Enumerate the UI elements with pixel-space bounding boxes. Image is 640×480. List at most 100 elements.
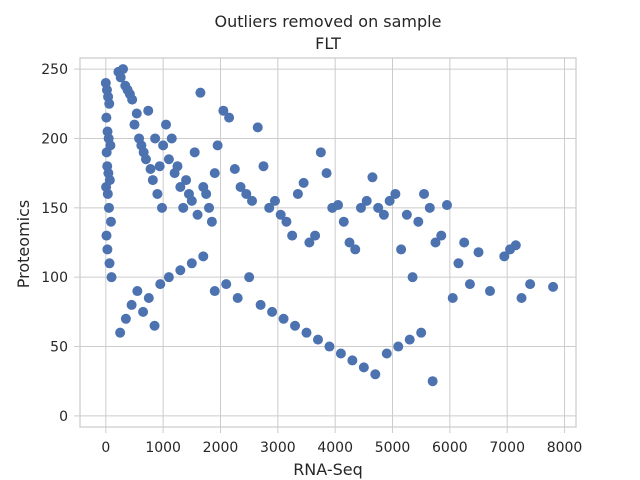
data-point bbox=[459, 237, 470, 248]
x-tick-label: 3000 bbox=[260, 440, 296, 456]
data-point bbox=[143, 292, 154, 303]
data-point bbox=[292, 188, 303, 199]
data-point bbox=[126, 299, 137, 310]
data-point bbox=[413, 216, 424, 227]
data-point bbox=[430, 237, 441, 248]
data-point bbox=[115, 327, 126, 338]
y-tick-label: 0 bbox=[59, 409, 68, 425]
data-point bbox=[247, 195, 258, 206]
data-point bbox=[115, 72, 126, 83]
data-point bbox=[367, 172, 378, 183]
data-point bbox=[129, 119, 140, 130]
data-point bbox=[104, 98, 115, 109]
data-point bbox=[186, 195, 197, 206]
data-point bbox=[132, 286, 143, 297]
data-point bbox=[155, 279, 166, 290]
data-point bbox=[499, 251, 510, 262]
data-point bbox=[195, 87, 206, 98]
data-point bbox=[235, 182, 246, 193]
data-point bbox=[189, 147, 200, 158]
y-tick-label: 200 bbox=[41, 131, 68, 147]
data-point bbox=[175, 265, 186, 276]
data-point bbox=[381, 348, 392, 359]
data-point bbox=[427, 376, 438, 387]
data-point bbox=[192, 209, 203, 220]
data-point bbox=[361, 195, 372, 206]
data-point bbox=[447, 292, 458, 303]
data-point bbox=[358, 362, 369, 373]
data-point bbox=[118, 64, 129, 75]
data-point bbox=[204, 202, 215, 213]
x-tick-label: 5000 bbox=[375, 440, 411, 456]
data-point bbox=[143, 105, 154, 116]
y-tick-label: 250 bbox=[41, 62, 68, 78]
data-point bbox=[267, 306, 278, 317]
data-point bbox=[473, 247, 484, 258]
data-point bbox=[384, 195, 395, 206]
x-axis-label: RNA-Seq bbox=[293, 460, 363, 479]
data-point bbox=[244, 272, 255, 283]
data-point bbox=[324, 341, 335, 352]
data-point bbox=[163, 272, 174, 283]
ticks: 0 1000 2000 3000 4000 5000 6000 7000 8000 0 50 100 1… bbox=[41, 62, 582, 456]
data-point bbox=[453, 258, 464, 269]
data-point bbox=[131, 108, 142, 119]
data-point bbox=[321, 168, 332, 179]
data-point bbox=[209, 168, 220, 179]
data-point bbox=[548, 281, 559, 292]
data-point bbox=[281, 216, 292, 227]
data-point bbox=[161, 119, 172, 130]
data-point bbox=[350, 244, 361, 255]
data-point bbox=[138, 306, 149, 317]
data-point bbox=[525, 279, 536, 290]
data-point bbox=[232, 292, 243, 303]
x-tick-label: 6000 bbox=[432, 440, 468, 456]
chart-subtitle: FLT bbox=[315, 34, 341, 53]
x-tick-label: 2000 bbox=[203, 440, 239, 456]
data-point bbox=[298, 177, 309, 188]
data-point bbox=[333, 200, 344, 211]
data-point bbox=[335, 348, 346, 359]
data-point bbox=[181, 175, 192, 186]
data-point bbox=[255, 299, 266, 310]
data-point bbox=[304, 237, 315, 248]
data-point bbox=[101, 112, 112, 123]
data-point bbox=[269, 195, 280, 206]
data-point bbox=[178, 202, 189, 213]
data-point bbox=[310, 230, 321, 241]
data-point bbox=[175, 182, 186, 193]
data-point bbox=[516, 292, 527, 303]
data-point bbox=[156, 202, 167, 213]
data-point bbox=[158, 140, 169, 151]
data-point bbox=[106, 272, 117, 283]
data-point bbox=[209, 286, 220, 297]
data-point bbox=[275, 209, 286, 220]
data-point bbox=[104, 258, 115, 269]
y-axis-label: Proteomics bbox=[14, 200, 33, 288]
data-point bbox=[301, 327, 312, 338]
data-point bbox=[149, 320, 160, 331]
data-point bbox=[436, 230, 447, 241]
data-point bbox=[101, 230, 112, 241]
plot-frame bbox=[79, 57, 577, 428]
data-point bbox=[464, 279, 475, 290]
data-point bbox=[147, 175, 158, 186]
data-point bbox=[378, 209, 389, 220]
data-point bbox=[102, 244, 113, 255]
data-point bbox=[103, 202, 114, 213]
data-points bbox=[100, 64, 559, 387]
data-point bbox=[102, 188, 113, 199]
chart-title: Outliers removed on sample bbox=[215, 12, 442, 31]
data-point bbox=[140, 154, 151, 165]
x-tick-label: 8000 bbox=[547, 440, 583, 456]
data-point bbox=[373, 202, 384, 213]
data-point bbox=[396, 244, 407, 255]
data-point bbox=[401, 209, 412, 220]
x-tick-label: 4000 bbox=[317, 440, 353, 456]
data-point bbox=[229, 163, 240, 174]
x-tick-label: 7000 bbox=[489, 440, 525, 456]
data-point bbox=[338, 216, 349, 227]
data-point bbox=[152, 188, 163, 199]
data-point bbox=[163, 154, 174, 165]
data-point bbox=[224, 112, 235, 123]
